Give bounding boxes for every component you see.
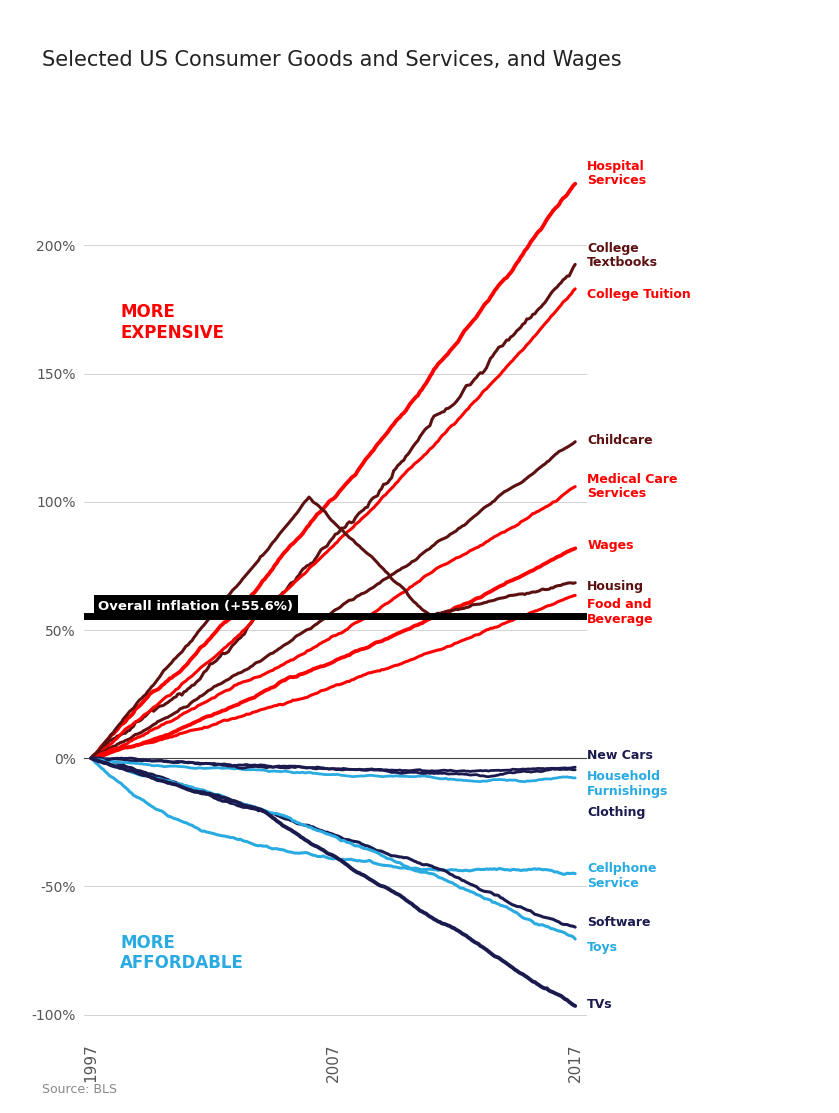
Text: Medical Care
Services: Medical Care Services [587, 473, 678, 500]
Text: TVs: TVs [587, 998, 613, 1011]
Text: Hospital
Services: Hospital Services [587, 160, 646, 187]
Text: Childcare: Childcare [587, 434, 653, 446]
Text: Clothing: Clothing [587, 806, 646, 818]
Text: Selected US Consumer Goods and Services, and Wages: Selected US Consumer Goods and Services,… [42, 50, 622, 70]
Text: College
Textbooks: College Textbooks [587, 242, 659, 269]
Text: Household
Furnishings: Household Furnishings [587, 770, 669, 798]
Text: MORE
AFFORDABLE: MORE AFFORDABLE [120, 934, 244, 973]
Text: College Tuition: College Tuition [587, 287, 691, 301]
Text: Software: Software [587, 916, 651, 928]
Text: Wages: Wages [587, 539, 633, 552]
Text: Overall inflation (+55.6%): Overall inflation (+55.6%) [98, 600, 294, 613]
Text: Source: BLS: Source: BLS [42, 1083, 117, 1096]
Text: New Cars: New Cars [587, 749, 654, 762]
Text: Food and
Beverage: Food and Beverage [587, 599, 654, 626]
Text: Housing: Housing [587, 580, 644, 593]
Text: Toys: Toys [587, 942, 618, 955]
Text: Cellphone
Service: Cellphone Service [587, 863, 657, 890]
Text: MORE
EXPENSIVE: MORE EXPENSIVE [120, 303, 224, 342]
